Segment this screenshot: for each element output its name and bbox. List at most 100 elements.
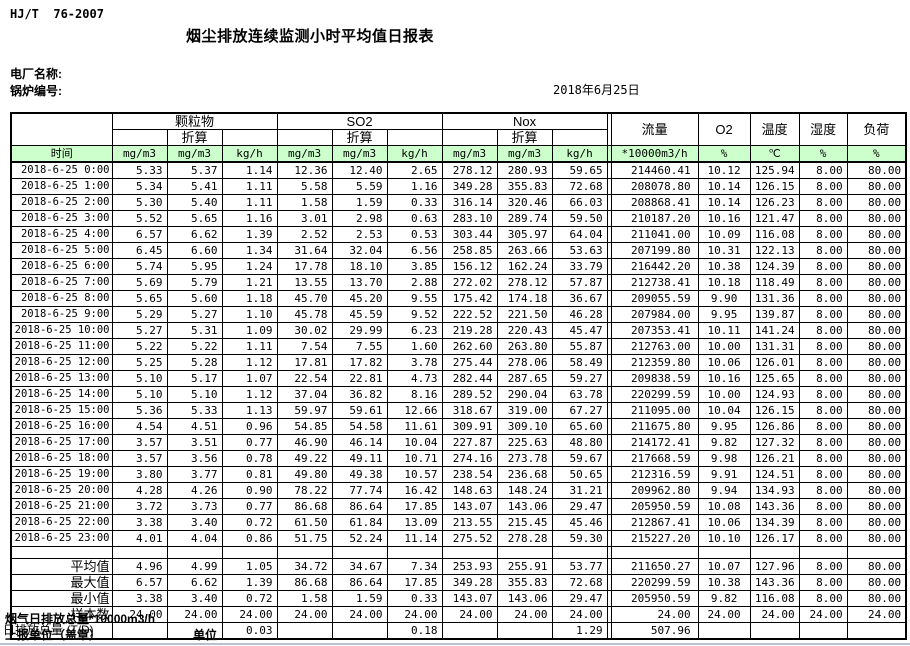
value-cell: 80.00 xyxy=(846,574,907,591)
value-cell: 80.00 xyxy=(846,161,907,179)
value-cell: 0.18 xyxy=(386,622,443,640)
value-cell: 212738.41 xyxy=(610,274,699,291)
value-cell: 6.56 xyxy=(386,242,443,259)
value-cell: 51.75 xyxy=(276,530,333,547)
value-cell: 12.40 xyxy=(331,161,388,179)
value-cell: 11.14 xyxy=(386,530,443,547)
value-cell: 2.65 xyxy=(386,161,443,179)
value-cell: 12.66 xyxy=(386,402,443,419)
value-cell: 8.00 xyxy=(798,574,848,591)
value-cell: 209838.59 xyxy=(610,370,699,387)
header-converted-row: 折算 折算 折算 xyxy=(11,129,906,146)
value-cell: 3.57 xyxy=(111,450,168,467)
blank-cell xyxy=(846,546,907,559)
value-cell: 5.10 xyxy=(166,386,223,403)
value-cell: 80.00 xyxy=(846,558,907,575)
value-cell: 46.28 xyxy=(551,306,608,323)
value-cell: 36.67 xyxy=(551,290,608,307)
value-cell: 80.00 xyxy=(846,466,907,483)
value-cell: 127.32 xyxy=(749,434,800,451)
value-cell: 5.22 xyxy=(111,338,168,355)
value-cell: 1.09 xyxy=(221,322,278,339)
value-cell: 134.39 xyxy=(749,514,800,531)
value-cell: 49.22 xyxy=(276,450,333,467)
value-cell: 303.44 xyxy=(441,226,498,243)
value-cell: 207353.41 xyxy=(610,322,699,339)
value-cell: 4.96 xyxy=(111,558,168,575)
value-cell: 13.55 xyxy=(276,274,333,291)
value-cell: 289.74 xyxy=(496,210,553,227)
value-cell: 22.54 xyxy=(276,370,333,387)
value-cell: 1.14 xyxy=(221,161,278,179)
value-cell: 10.10 xyxy=(697,530,751,547)
value-cell: 24.00 xyxy=(798,606,848,623)
value-cell: 8.00 xyxy=(798,558,848,575)
value-cell: 125.94 xyxy=(749,161,800,179)
value-cell: 24.00 xyxy=(496,606,553,623)
value-cell: 29.47 xyxy=(551,498,608,515)
value-cell: 1.13 xyxy=(221,402,278,419)
row-label-cell: 2018-6-25 7:00 xyxy=(10,274,113,291)
blank-cell xyxy=(276,129,333,146)
value-cell: 273.78 xyxy=(496,450,553,467)
data-row: 2018-6-25 2:00 5.30 5.40 1.11 1.58 1.59 0.33 31… xyxy=(10,194,907,211)
blank-cell xyxy=(798,546,848,559)
value-cell: 5.10 xyxy=(111,386,168,403)
value-cell: 5.22 xyxy=(166,338,223,355)
data-row: 2018-6-25 0:00 5.33 5.37 1.14 12.36 12.40 2.65… xyxy=(10,161,907,179)
value-cell: 208078.80 xyxy=(610,178,699,195)
unit-cell: % xyxy=(798,145,848,163)
window-bottom-edge xyxy=(0,643,910,645)
value-cell: 10.06 xyxy=(697,514,751,531)
converted-label: 折算 xyxy=(166,129,223,146)
value-cell: 7.54 xyxy=(276,338,333,355)
value-cell: 5.65 xyxy=(166,210,223,227)
value-cell: 148.63 xyxy=(441,482,498,499)
value-cell: 8.00 xyxy=(798,514,848,531)
value-cell: 1.59 xyxy=(331,194,388,211)
value-cell: 220299.59 xyxy=(610,386,699,403)
value-cell: 10.71 xyxy=(386,450,443,467)
value-cell: 17.78 xyxy=(276,258,333,275)
value-cell: 45.70 xyxy=(276,290,333,307)
value-cell: 5.58 xyxy=(276,178,333,195)
value-cell: 8.00 xyxy=(798,161,848,179)
doc-standard-code: HJ/T 76-2007 xyxy=(10,7,104,21)
value-cell: 5.36 xyxy=(111,402,168,419)
value-cell: 3.77 xyxy=(166,466,223,483)
value-cell: 2.52 xyxy=(276,226,333,243)
value-cell: 18.10 xyxy=(331,258,388,275)
data-row: 2018-6-25 17:00 3.57 3.51 0.77 46.90 46.14 10.… xyxy=(10,434,907,451)
value-cell: 0.96 xyxy=(221,418,278,435)
value-cell: 272.02 xyxy=(441,274,498,291)
data-row: 2018-6-25 6:00 5.74 5.95 1.24 17.78 18.10 3.85… xyxy=(10,258,907,275)
value-cell: 10.57 xyxy=(386,466,443,483)
summary-row: 平均值 4.96 4.99 1.05 34.72 34.67 7.34 253.93 255.9… xyxy=(10,558,907,575)
value-cell: 4.99 xyxy=(166,558,223,575)
value-cell: 124.39 xyxy=(749,258,800,275)
value-cell: 220299.59 xyxy=(610,574,699,591)
value-cell: 210187.20 xyxy=(610,210,699,227)
value-cell: 24.00 xyxy=(331,606,388,623)
value-cell: 0.72 xyxy=(221,514,278,531)
value-cell: 175.42 xyxy=(441,290,498,307)
data-row: 2018-6-25 18:00 3.57 3.56 0.78 49.22 49.11 10.… xyxy=(10,450,907,467)
value-cell: 131.31 xyxy=(749,338,800,355)
row-label-cell: 2018-6-25 22:00 xyxy=(10,514,113,531)
value-cell: 212359.80 xyxy=(610,354,699,371)
value-cell: 0.33 xyxy=(386,590,443,607)
value-cell: 80.00 xyxy=(846,322,907,339)
row-label-cell: 2018-6-25 5:00 xyxy=(10,242,113,259)
value-cell: 9.95 xyxy=(697,418,751,435)
value-cell: 8.16 xyxy=(386,386,443,403)
value-cell: 33.79 xyxy=(551,258,608,275)
value-cell: 290.04 xyxy=(496,386,553,403)
value-cell: 143.36 xyxy=(749,574,800,591)
value-cell: 263.66 xyxy=(496,242,553,259)
value-cell: 80.00 xyxy=(846,450,907,467)
value-cell: 5.41 xyxy=(166,178,223,195)
row-label-cell: 2018-6-25 1:00 xyxy=(10,178,113,195)
value-cell: 9.52 xyxy=(386,306,443,323)
value-cell: 5.28 xyxy=(166,354,223,371)
row-label-cell: 最大值 xyxy=(10,574,113,591)
